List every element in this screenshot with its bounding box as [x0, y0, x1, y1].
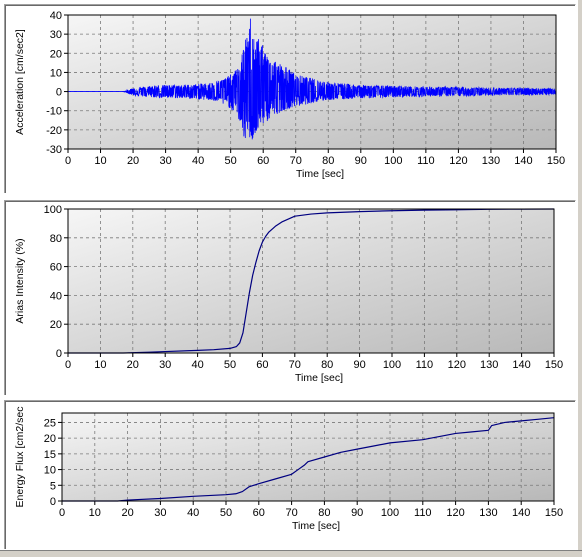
series-line [68, 208, 555, 354]
x-tick-label: 140 [512, 359, 530, 371]
y-tick-label: 10 [50, 67, 62, 79]
y-tick-label: 30 [50, 29, 62, 41]
x-tick-label: 20 [127, 155, 139, 167]
acceleration-chart: 0 10 20 30 40 50 60 70 80 90 100 110 120 130 140 150-30… [14, 10, 565, 180]
x-tick-label: 150 [545, 507, 563, 519]
y-tick-label: -20 [46, 125, 62, 137]
x-tick-label: 80 [321, 359, 333, 371]
x-tick-label: 50 [224, 359, 236, 371]
y-tick-label: 0 [56, 348, 62, 360]
x-tick-label: 90 [355, 155, 367, 167]
plot-frame [67, 14, 557, 150]
x-tick-label: 10 [89, 507, 101, 519]
acceleration-panel: 0 10 20 30 40 50 60 70 80 90 100 110 120 130 140 150 -30… [4, 4, 576, 193]
plot-frame [61, 412, 555, 502]
y-tick-label: 25 [44, 417, 56, 429]
plot-area [68, 209, 554, 353]
y-tick-label: 20 [44, 433, 56, 445]
x-tick-label: 100 [384, 155, 402, 167]
x-tick-label: 120 [448, 359, 466, 371]
energy-flux-panel: 0 10 20 30 40 50 60 70 80 90 100 110 120 130 140 150 0 5 1… [4, 400, 576, 549]
y-axis-title: Arias Intensity (%) [14, 238, 26, 323]
x-tick-label: 40 [192, 155, 204, 167]
x-axis-title: Time [sec] [292, 520, 340, 532]
y-tick-label: 5 [50, 480, 56, 492]
y-axis-title: Acceleration [cm/sec2] [14, 29, 26, 135]
y-tick-label: 40 [50, 10, 62, 22]
x-tick-label: 20 [121, 507, 133, 519]
x-tick-label: 40 [187, 507, 199, 519]
x-tick-label: 20 [127, 359, 139, 371]
y-tick-label: 100 [44, 204, 62, 216]
x-tick-label: 90 [353, 359, 365, 371]
x-tick-label: 110 [417, 155, 435, 167]
y-axis-title: Energy Flux [cm2/sec [14, 407, 26, 508]
x-axis-title: Time [sec] [295, 372, 343, 384]
y-tick-label: 20 [50, 319, 62, 331]
x-tick-label: 130 [480, 359, 498, 371]
x-tick-label: 0 [65, 359, 71, 371]
arias-intensity-panel: 0 10 20 30 40 50 60 70 80 90 100 110 120 130 140 150 0 20… [4, 200, 576, 395]
x-tick-label: 60 [256, 359, 268, 371]
x-tick-label: 30 [159, 359, 171, 371]
x-tick-label: 120 [446, 507, 464, 519]
y-tick-label: 15 [44, 449, 56, 461]
x-tick-label: 30 [154, 507, 166, 519]
x-tick-label: 110 [416, 359, 434, 371]
x-tick-label: 110 [414, 507, 432, 519]
y-tick-label: -10 [46, 106, 62, 118]
x-tick-label: 100 [381, 507, 399, 519]
window-bottom-edge [0, 550, 582, 557]
x-tick-label: 0 [59, 507, 65, 519]
x-tick-label: 100 [383, 359, 401, 371]
plot-frame [67, 208, 555, 354]
y-tick-label: -30 [46, 144, 62, 156]
x-tick-label: 30 [159, 155, 171, 167]
x-tick-label: 40 [191, 359, 203, 371]
x-tick-label: 80 [322, 155, 334, 167]
series-line [62, 417, 555, 502]
x-tick-label: 140 [514, 155, 532, 167]
x-tick-label: 60 [257, 155, 269, 167]
x-tick-label: 130 [479, 507, 497, 519]
y-tick-label: 60 [50, 262, 62, 274]
x-tick-label: 80 [318, 507, 330, 519]
x-tick-label: 70 [285, 507, 297, 519]
x-tick-label: 50 [220, 507, 232, 519]
y-tick-label: 0 [56, 87, 62, 99]
energy-flux-chart: 0 10 20 30 40 50 60 70 80 90 100 110 120 130 140 150 0 5 1… [14, 407, 563, 532]
x-tick-label: 10 [94, 359, 106, 371]
x-tick-label: 10 [94, 155, 106, 167]
x-tick-label: 70 [289, 359, 301, 371]
x-tick-label: 90 [351, 507, 363, 519]
y-tick-label: 20 [50, 48, 62, 60]
arias-intensity-chart: 0 10 20 30 40 50 60 70 80 90 100 110 120 130 140 150 0 20… [14, 204, 563, 384]
x-tick-label: 150 [545, 359, 563, 371]
x-tick-label: 70 [290, 155, 302, 167]
y-tick-label: 80 [50, 233, 62, 245]
x-tick-label: 120 [449, 155, 467, 167]
plot-area [62, 413, 554, 501]
x-tick-label: 50 [225, 155, 237, 167]
x-tick-label: 130 [482, 155, 500, 167]
y-tick-label: 10 [44, 465, 56, 477]
series-line [68, 18, 557, 140]
x-tick-label: 150 [547, 155, 565, 167]
x-tick-label: 140 [512, 507, 530, 519]
x-axis-title: Time [sec] [296, 168, 344, 180]
window-right-edge [577, 0, 582, 557]
x-tick-label: 0 [65, 155, 71, 167]
x-tick-label: 60 [253, 507, 265, 519]
y-tick-label: 40 [50, 290, 62, 302]
y-tick-label: 0 [50, 496, 56, 508]
